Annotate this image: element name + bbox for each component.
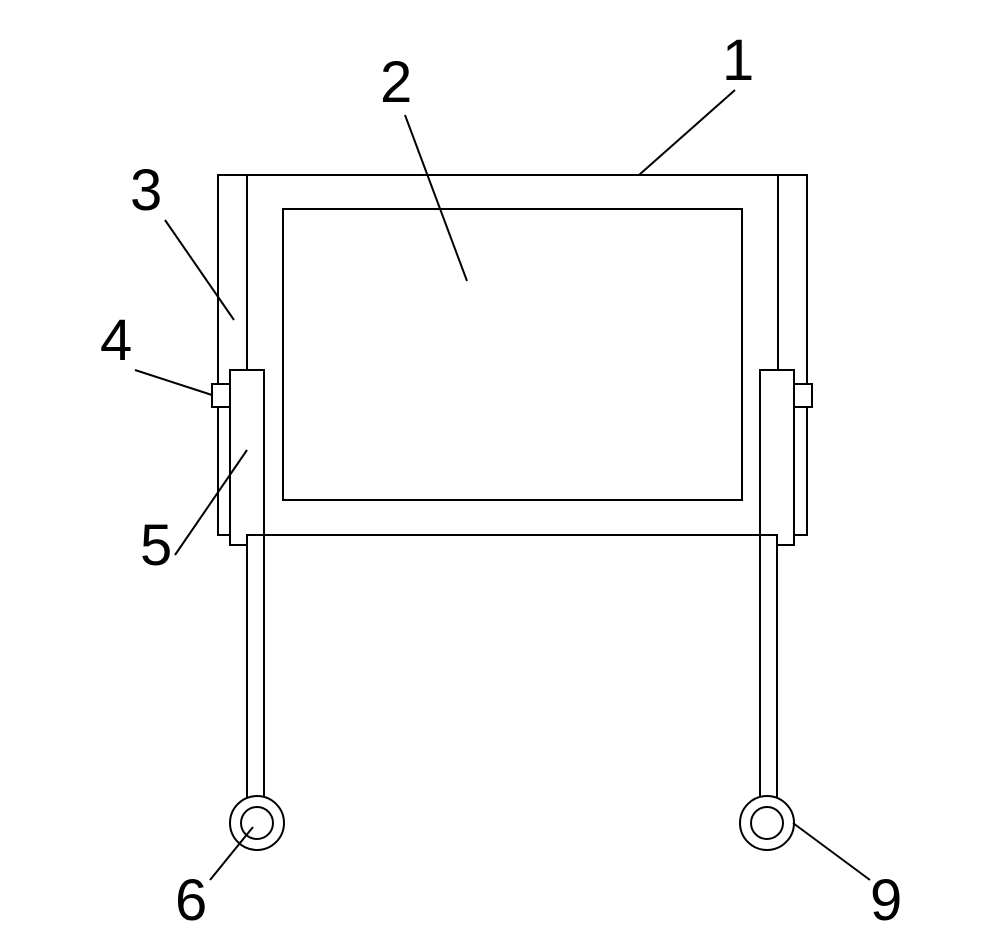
left-pin bbox=[212, 384, 230, 407]
right-pin bbox=[794, 384, 812, 407]
leader-4 bbox=[135, 370, 212, 395]
leader-6 bbox=[210, 827, 253, 880]
label-6: 6 bbox=[175, 868, 207, 933]
right-leg bbox=[760, 535, 777, 800]
label-2: 2 bbox=[380, 50, 412, 115]
right-wheel-outer bbox=[740, 796, 794, 850]
left-wheel-outer bbox=[230, 796, 284, 850]
label-3: 3 bbox=[130, 158, 162, 223]
label-1: 1 bbox=[722, 28, 754, 93]
inner-panel bbox=[283, 209, 742, 500]
label-9: 9 bbox=[870, 868, 902, 933]
right-bracket bbox=[760, 370, 794, 545]
leader-9 bbox=[793, 823, 870, 880]
left-leg bbox=[247, 535, 264, 800]
left-bracket bbox=[230, 370, 264, 545]
label-4: 4 bbox=[100, 308, 132, 373]
label-5: 5 bbox=[140, 513, 172, 578]
leader-1 bbox=[639, 90, 735, 175]
